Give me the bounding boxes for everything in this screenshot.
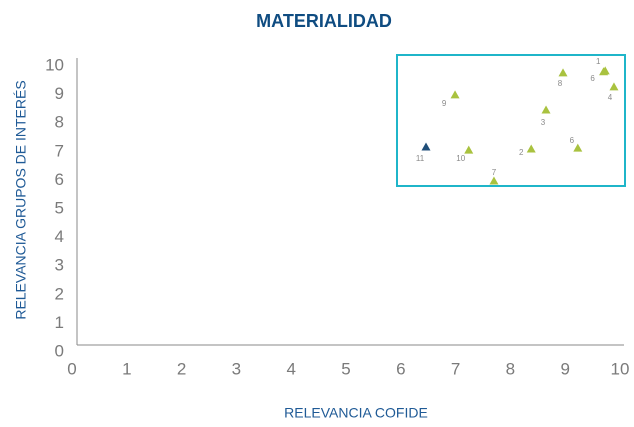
point (541, 105, 551, 114)
chart-title: MATERIALIDAD (256, 11, 392, 31)
y-tick-label: 1 (55, 313, 64, 332)
x-tick-label: 1 (122, 359, 131, 378)
point-label: 7 (492, 168, 497, 177)
point-label: 1 (596, 57, 601, 66)
y-tick-label: 4 (55, 227, 64, 246)
y-tick-label: 6 (55, 170, 64, 189)
y-tick-label: 8 (55, 113, 64, 132)
point-label: 2 (519, 148, 524, 157)
point-label: 6 (570, 136, 575, 145)
x-tick-label: 6 (396, 359, 405, 378)
y-tick-label: 3 (55, 256, 64, 275)
y-tick-label: 10 (45, 55, 64, 74)
x-tick-label: 3 (232, 359, 241, 378)
point-label: 3 (541, 118, 546, 127)
x-axis-label: RELEVANCIA COFIDE (284, 405, 428, 421)
point (450, 90, 460, 99)
point-label: 9 (442, 99, 447, 108)
point (526, 144, 536, 153)
point-label: 10 (456, 154, 465, 163)
x-tick-label: 10 (611, 359, 630, 378)
y-tick-label: 2 (55, 284, 64, 303)
point-label: 4 (608, 93, 613, 102)
highlight-box (396, 54, 626, 187)
y-tick-label: 7 (55, 141, 64, 160)
y-tick-label: 0 (55, 341, 64, 360)
point (421, 142, 431, 151)
x-tick-label: 0 (67, 359, 76, 378)
point (599, 67, 609, 76)
x-tick-label: 8 (506, 359, 515, 378)
point (489, 176, 499, 185)
y-tick-label: 9 (55, 84, 64, 103)
point (558, 68, 568, 77)
point (573, 143, 583, 152)
x-tick-label: 4 (286, 359, 295, 378)
x-tick-label: 5 (341, 359, 350, 378)
y-axis-label: RELEVANCIA GRUPOS DE INTERÉS (13, 80, 29, 319)
x-tick-label: 7 (451, 359, 460, 378)
x-tick-label: 2 (177, 359, 186, 378)
point-label: 11 (416, 154, 425, 163)
point (609, 82, 619, 91)
y-tick-label: 5 (55, 198, 64, 217)
point-label: 6 (590, 74, 595, 83)
point (464, 145, 474, 154)
x-tick-label: 9 (560, 359, 569, 378)
point-label: 8 (558, 79, 563, 88)
